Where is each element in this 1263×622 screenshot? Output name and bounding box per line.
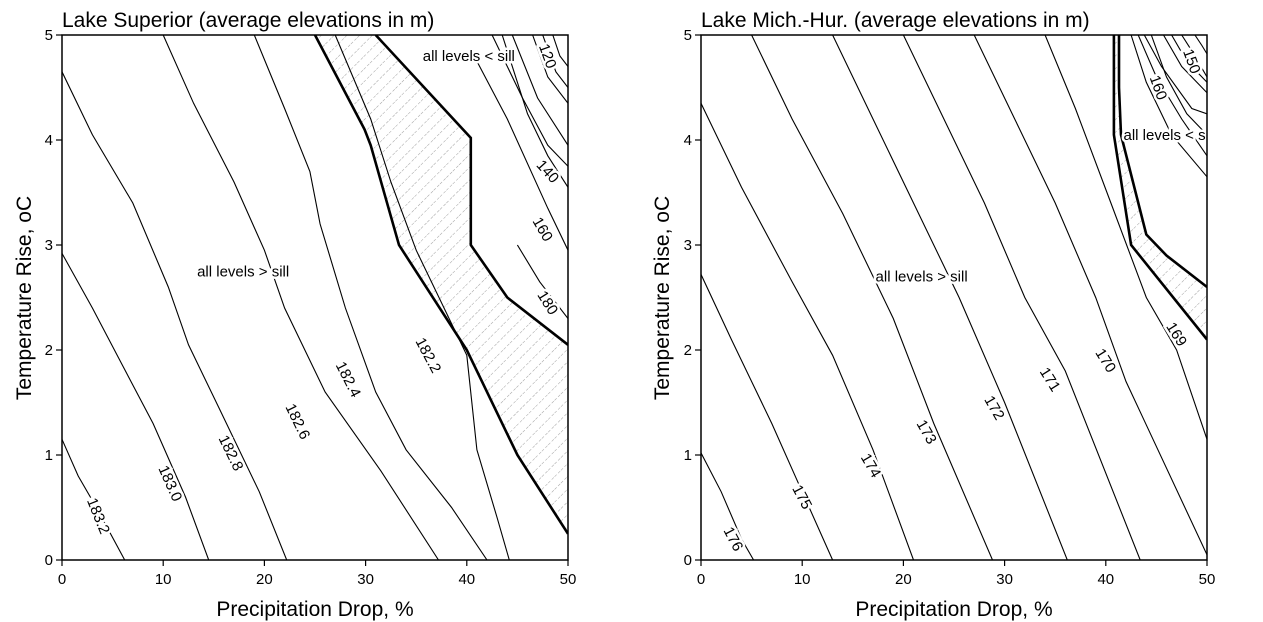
contour-line-unlabeled-13: [552, 35, 568, 67]
contour-label: 182.8: [215, 433, 247, 474]
y-tick-label: 3: [684, 237, 692, 254]
contour-line-183.0: [62, 253, 210, 560]
x-tick-label: 20: [256, 571, 273, 588]
chart-panel-lake-superior: Lake Superior (average elevations in m) …: [13, 9, 576, 621]
contour-line-150: [1181, 35, 1207, 78]
x-axis-title: Precipitation Drop, %: [216, 598, 413, 621]
x-tick-label: 50: [1199, 571, 1216, 588]
chart-title: Lake Superior (average elevations in m): [62, 9, 434, 32]
region-label: all levels > sill: [876, 269, 968, 286]
sill-boundary-line-1: [1112, 35, 1207, 341]
sill-boundary-line-2: [1117, 35, 1207, 289]
x-tick-label: 50: [560, 571, 577, 588]
contour-line-183.2: [62, 439, 126, 560]
contour-label: 160: [529, 214, 556, 244]
contour-label: 182.6: [281, 401, 313, 442]
contour-line-unlabeled-10: [1130, 35, 1207, 178]
contour-line-160: [476, 61, 568, 251]
contour-line-182.2: [334, 35, 510, 560]
contour-line-170: [973, 35, 1207, 556]
contour-line-unlabeled-12: [1143, 35, 1207, 115]
y-tick-label: 1: [45, 447, 53, 464]
region-label: all levels < sill: [423, 48, 515, 65]
y-tick-label: 3: [45, 237, 53, 254]
contour-label: 182.4: [332, 359, 364, 400]
region-label: all levels > sill: [197, 263, 289, 280]
contour-line-175: [701, 274, 834, 560]
contour-line-176: [701, 452, 755, 560]
contour-line-160: [1150, 35, 1207, 136]
contour-line-unlabeled-13: [1163, 35, 1207, 94]
contour-line-182.4: [253, 35, 488, 560]
hatched-sill-region: [315, 35, 568, 534]
contour-label: 120: [535, 42, 560, 71]
x-ticks: 0 10 20 30 40 50: [697, 560, 1216, 588]
contour-line-171: [902, 35, 1141, 560]
contour-label: 172: [980, 393, 1007, 423]
contour-line-unlabeled-11: [1137, 35, 1207, 157]
contour-line-180: [516, 244, 568, 319]
contour-label: 150: [1179, 47, 1204, 76]
contour-line-173: [751, 35, 994, 560]
sill-boundary-line-1: [313, 35, 568, 535]
y-axis-title: Temperature Rise, oC: [13, 196, 36, 400]
y-tick-label: 4: [684, 132, 692, 149]
plot-frame: [61, 34, 569, 561]
contour-line-unlabeled-15: [1194, 35, 1207, 55]
y-tick-label: 2: [684, 342, 692, 359]
contour-label: 183.2: [83, 495, 113, 536]
contour-line-140: [501, 35, 568, 188]
contour-line-unlabeled-14: [1171, 35, 1207, 83]
contour-line-unlabeled-11: [491, 35, 568, 167]
contour-label: 173: [913, 417, 940, 447]
contour-label: 171: [1036, 365, 1064, 395]
y-axis-title: Temperature Rise, oC: [651, 196, 674, 400]
y-tick-label: 4: [45, 132, 53, 149]
contour-label: 140: [533, 157, 562, 187]
contour-label: 180: [533, 288, 561, 318]
hatched-sill-region: [1113, 35, 1207, 340]
x-axis-title: Precipitation Drop, %: [855, 598, 1052, 621]
contour-line-unlabeled-12: [542, 35, 568, 88]
x-tick-label: 0: [697, 571, 705, 588]
contour-line-169: [1044, 35, 1207, 440]
plot-area: 183.2 183.0 182.8 182.6 182.4 182.2 180 160 140 1…: [62, 35, 568, 560]
sill-boundary-line-2: [374, 35, 568, 346]
contour-line-unlabeled-10: [511, 35, 568, 146]
contour-line-182.6: [162, 35, 439, 560]
contour-label: 176: [720, 524, 747, 554]
contour-line-174: [701, 103, 915, 560]
y-tick-label: 0: [45, 552, 53, 569]
chart-title: Lake Mich.-Hur. (average elevations in m…: [701, 9, 1090, 32]
y-ticks: 0 1 2 3 4 5: [45, 27, 62, 569]
y-tick-label: 0: [684, 552, 692, 569]
y-tick-label: 1: [684, 447, 692, 464]
y-tick-label: 5: [45, 27, 53, 44]
x-tick-label: 30: [357, 571, 374, 588]
y-tick-label: 5: [684, 27, 692, 44]
contour-label: 182.2: [412, 335, 445, 376]
contour-line-182.8: [62, 71, 288, 560]
contour-line-172: [832, 35, 1068, 560]
y-tick-label: 2: [45, 342, 53, 359]
x-tick-label: 40: [1097, 571, 1114, 588]
contour-line-120: [532, 35, 568, 104]
y-ticks: 0 1 2 3 4 5: [684, 27, 701, 569]
contour-label: 175: [788, 482, 815, 512]
plot-frame: [700, 34, 1208, 561]
x-tick-label: 10: [794, 571, 811, 588]
x-tick-label: 40: [458, 571, 475, 588]
region-label: all levels < sill: [1123, 127, 1215, 144]
x-tick-label: 0: [58, 571, 66, 588]
contour-label: 174: [857, 451, 884, 481]
contour-label: 183.0: [154, 463, 185, 504]
x-tick-label: 10: [155, 571, 172, 588]
x-ticks: 0 10 20 30 40 50: [58, 560, 577, 588]
x-tick-label: 20: [895, 571, 912, 588]
chart-panel-lake-mich-hur: Lake Mich.-Hur. (average elevations in m…: [651, 9, 1216, 621]
contour-label: 169: [1162, 319, 1190, 349]
x-tick-label: 30: [996, 571, 1013, 588]
